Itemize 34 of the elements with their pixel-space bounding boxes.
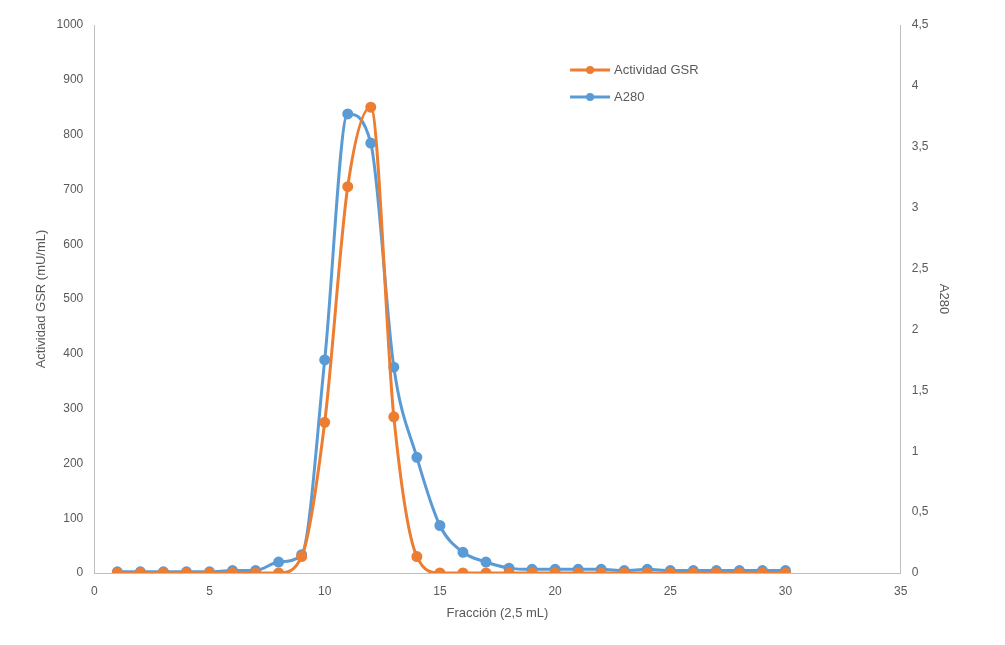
- legend-label: Actividad GSR: [614, 61, 699, 77]
- x-tick-label: 10: [318, 583, 332, 598]
- x-tick-label: 35: [894, 583, 908, 598]
- y2-tick-label: 0: [911, 565, 919, 580]
- y2-tick-label: 1,5: [911, 382, 929, 397]
- x-axis-title: Fracción (2,5 mL): [446, 604, 549, 620]
- x-tick-label: 5: [206, 583, 214, 598]
- y-tick-label: 1000: [56, 17, 84, 32]
- y-tick-label: 800: [63, 126, 84, 141]
- y2-tick-label: 2,5: [911, 260, 929, 275]
- x-tick-label: 20: [548, 583, 563, 598]
- y2-tick-label: 0,5: [911, 504, 929, 519]
- x-tick-label: 25: [663, 583, 678, 598]
- y2-tick-label: 2: [911, 321, 919, 336]
- y-tick-label: 0: [76, 565, 84, 580]
- y-axis-title: Actividad GSR (mU/mL): [33, 229, 49, 369]
- x-tick-label: 30: [778, 583, 793, 598]
- y-tick-label: 600: [63, 236, 84, 251]
- y-tick-label: 400: [63, 346, 84, 361]
- y-tick-label: 100: [63, 510, 84, 525]
- y2-tick-label: 3,5: [911, 139, 929, 154]
- y-tick-label: 500: [63, 291, 84, 306]
- y-tick-label: 300: [63, 400, 84, 415]
- y2-axis-title: A280: [936, 283, 952, 315]
- y2-tick-label: 4: [911, 78, 919, 93]
- y2-tick-label: 1: [911, 443, 919, 458]
- y2-tick-label: 3: [911, 199, 919, 214]
- y-tick-label: 900: [63, 72, 84, 87]
- y-tick-label: 700: [63, 181, 84, 196]
- x-tick-label: 15: [433, 583, 447, 598]
- legend-label: A280: [614, 88, 645, 104]
- x-tick-label: 0: [90, 583, 98, 598]
- y2-tick-label: 4,5: [911, 17, 929, 32]
- y-tick-label: 200: [63, 455, 84, 470]
